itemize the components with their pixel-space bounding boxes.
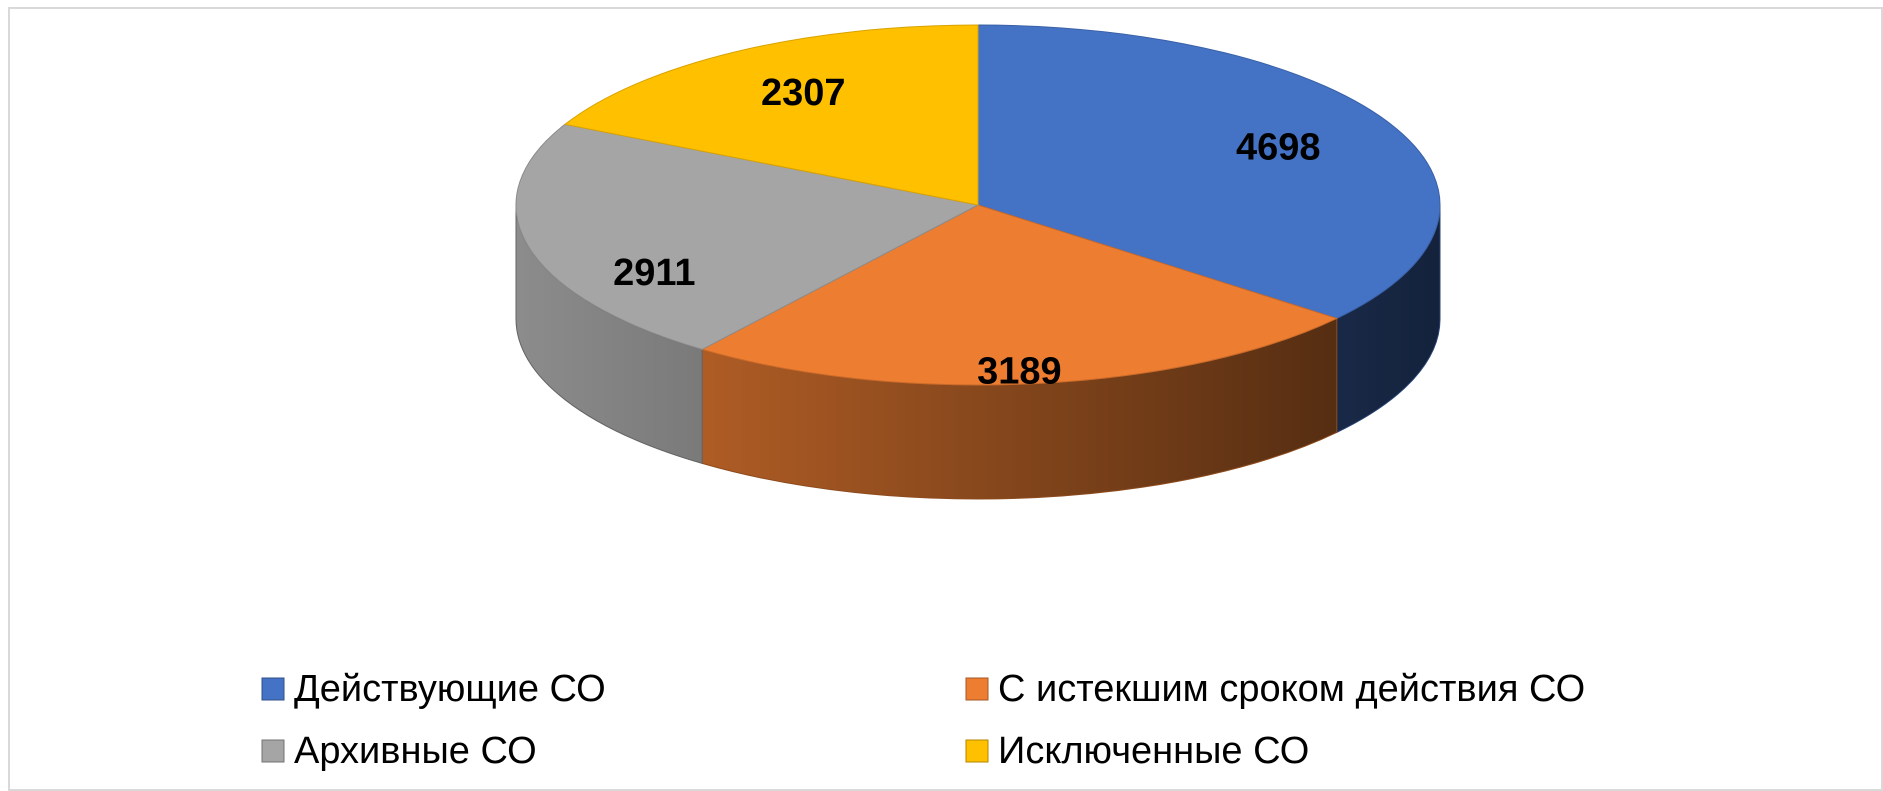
legend-label: Архивные СО — [294, 730, 537, 772]
data-label: 2911 — [613, 252, 695, 294]
legend-label: Исключенные СО — [998, 730, 1309, 772]
slice — [700, 204, 1339, 386]
legend-swatch — [965, 677, 989, 701]
legend-label: Действующие СО — [294, 668, 606, 710]
slice — [563, 24, 979, 206]
legend-swatch — [965, 739, 989, 763]
data-label: 3189 — [977, 351, 1062, 393]
legend-swatch — [261, 677, 285, 701]
slice — [977, 24, 1441, 319]
data-label: 4698 — [1236, 126, 1321, 168]
slice — [515, 123, 980, 350]
legend-swatch — [261, 739, 285, 763]
legend-label: С истекшим сроком действия СО — [998, 668, 1585, 710]
data-label: 2307 — [761, 72, 846, 114]
